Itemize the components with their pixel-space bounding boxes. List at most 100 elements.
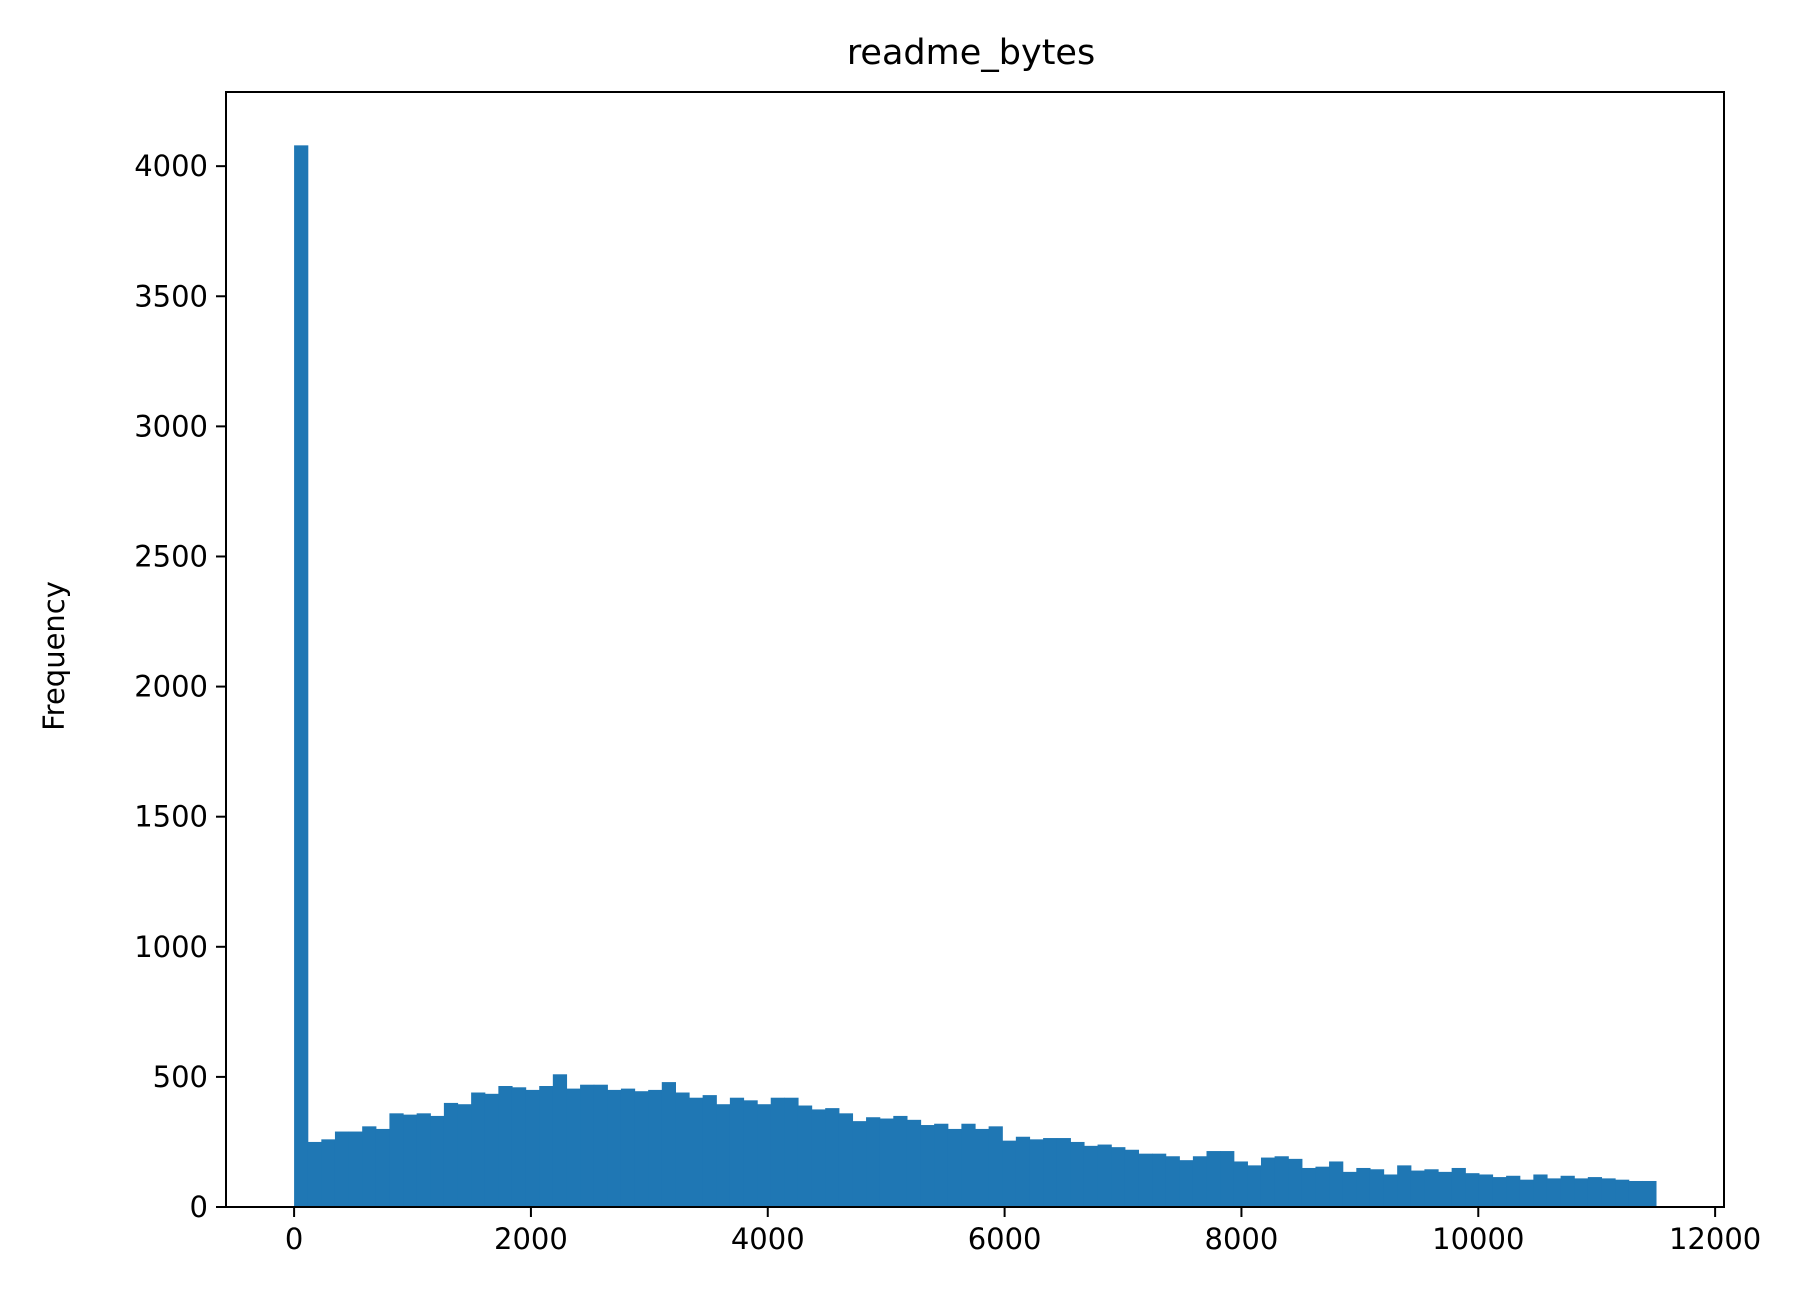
- histogram-bar: [729, 1097, 745, 1207]
- histogram-bar: [1574, 1178, 1589, 1207]
- histogram-bar: [1056, 1138, 1071, 1207]
- histogram-bar: [471, 1092, 486, 1207]
- histogram-bar: [307, 1141, 322, 1207]
- histogram-bar: [416, 1113, 431, 1207]
- histogram-bar: [634, 1091, 649, 1207]
- histogram-bar: [1383, 1174, 1398, 1207]
- histogram-bar: [498, 1086, 513, 1207]
- histogram-bar: [1465, 1173, 1480, 1207]
- chart-title: readme_bytes: [847, 33, 1095, 73]
- histogram-bar: [1111, 1147, 1126, 1207]
- histogram-bar: [825, 1108, 840, 1207]
- histogram-bar: [1642, 1180, 1657, 1207]
- histogram-bar: [648, 1089, 663, 1207]
- histogram-bar: [1533, 1174, 1548, 1207]
- histogram-bar: [770, 1097, 785, 1207]
- histogram-bar: [1152, 1153, 1167, 1207]
- histogram-bar: [1560, 1175, 1575, 1207]
- histogram-bar: [1097, 1144, 1112, 1207]
- histogram-bar: [580, 1084, 595, 1207]
- histogram-bar: [552, 1074, 568, 1207]
- histogram-bar: [1138, 1153, 1153, 1207]
- histogram-bar: [1601, 1178, 1616, 1207]
- histogram-bar: [1397, 1165, 1412, 1207]
- x-tick-label: 4000: [731, 1222, 805, 1256]
- histogram-bar: [484, 1093, 499, 1207]
- histogram-bar: [525, 1089, 540, 1207]
- histogram-bar: [1288, 1158, 1303, 1207]
- y-tick-label: 0: [190, 1190, 208, 1224]
- y-tick-label: 500: [153, 1060, 208, 1094]
- histogram-bar: [430, 1115, 445, 1207]
- histogram-bar: [879, 1118, 894, 1207]
- y-tick-label: 3000: [134, 409, 208, 443]
- histogram-bar: [852, 1121, 867, 1207]
- histogram-bar: [389, 1113, 404, 1207]
- histogram-bar: [1043, 1138, 1058, 1207]
- y-axis-ticks: 0 500 1000 1500 2000 2500 3000 3500 4000: [134, 149, 226, 1224]
- histogram-bar: [1546, 1178, 1562, 1207]
- histogram-bar: [784, 1097, 799, 1207]
- histogram-bar: [675, 1092, 690, 1207]
- histogram-bar: [1587, 1177, 1603, 1207]
- histogram-bar: [1315, 1166, 1330, 1207]
- histogram-bar: [716, 1104, 731, 1207]
- histogram-bar: [1165, 1156, 1180, 1207]
- histogram-bar: [757, 1104, 772, 1207]
- histogram-bar: [1478, 1174, 1494, 1207]
- histogram-bar: [1179, 1160, 1194, 1207]
- histogram-bar: [947, 1128, 962, 1207]
- histogram-bar: [1301, 1167, 1317, 1207]
- histogram-bar: [539, 1086, 554, 1207]
- histogram-bar: [1206, 1151, 1221, 1207]
- histogram-bar: [1628, 1180, 1643, 1207]
- y-tick-label: 4000: [134, 149, 208, 183]
- histogram-bar: [403, 1114, 418, 1207]
- histogram-bar: [1369, 1169, 1385, 1207]
- histogram-bar: [1410, 1170, 1425, 1207]
- histogram-bar: [920, 1125, 935, 1207]
- x-tick-label: 2000: [494, 1222, 568, 1256]
- plot-frame: [225, 91, 1725, 1208]
- histogram-bar: [620, 1088, 636, 1207]
- y-axis-label: Frequency: [37, 581, 71, 731]
- histogram-bar: [457, 1104, 472, 1207]
- x-tick-label: 0: [285, 1222, 303, 1256]
- histogram-bar: [702, 1095, 717, 1207]
- histogram-bar: [893, 1115, 908, 1207]
- histogram-bar: [511, 1087, 527, 1207]
- histogram-bar: [934, 1123, 949, 1207]
- histogram-bar: [1002, 1140, 1017, 1207]
- histogram-bar: [866, 1117, 881, 1207]
- histogram-bar: [1615, 1179, 1630, 1207]
- histogram-bar: [1260, 1157, 1276, 1207]
- histogram-bar: [1029, 1139, 1044, 1207]
- y-tick-label: 1000: [134, 930, 208, 964]
- x-tick-label: 8000: [1205, 1222, 1279, 1256]
- histogram-bar: [1247, 1165, 1262, 1207]
- histogram-bar: [1124, 1149, 1140, 1207]
- histogram-bar: [1424, 1169, 1439, 1207]
- histogram-bars: [294, 145, 1657, 1208]
- histogram-bar: [348, 1131, 363, 1207]
- histogram-bar: [1192, 1156, 1208, 1207]
- histogram-bar: [443, 1102, 459, 1207]
- histogram-bar: [961, 1123, 976, 1207]
- histogram-bar: [1342, 1171, 1357, 1207]
- histogram-bar: [1083, 1145, 1099, 1207]
- histogram-bar: [743, 1100, 758, 1207]
- x-tick-label: 6000: [968, 1222, 1042, 1256]
- histogram-bar: [375, 1128, 391, 1207]
- histogram-bar: [689, 1097, 704, 1207]
- histogram-bar: [1519, 1179, 1534, 1207]
- histogram-bar: [1451, 1167, 1466, 1207]
- histogram-bar: [906, 1119, 922, 1207]
- histogram-bar: [1438, 1171, 1453, 1207]
- histogram-bar: [566, 1088, 581, 1207]
- histogram-bar: [811, 1109, 826, 1207]
- histogram-bar: [797, 1105, 813, 1207]
- histogram-bar: [1070, 1141, 1085, 1207]
- histogram-bar: [1274, 1156, 1289, 1207]
